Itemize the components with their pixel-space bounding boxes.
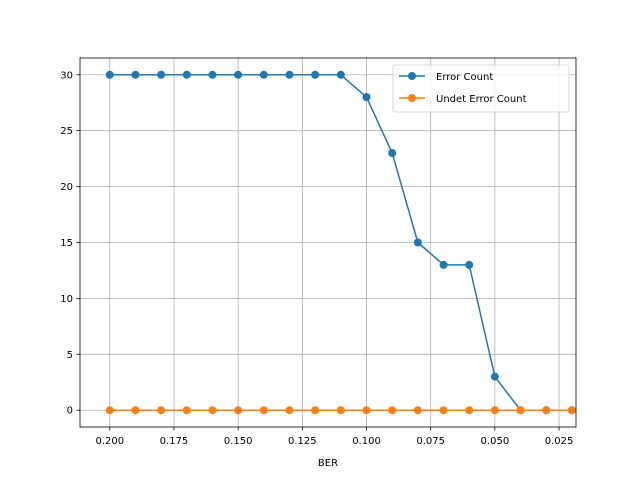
data-point	[208, 70, 217, 79]
data-point	[259, 70, 268, 79]
data-point	[182, 406, 191, 415]
legend-box	[392, 64, 570, 113]
data-point	[516, 406, 525, 415]
data-point	[208, 406, 217, 415]
data-point	[105, 70, 114, 79]
data-point	[490, 406, 499, 415]
data-point	[567, 406, 576, 415]
legend-swatch-marker	[408, 94, 416, 102]
data-point	[465, 260, 474, 269]
data-point	[413, 238, 422, 247]
y-tick-label: 0	[67, 406, 73, 417]
data-point	[131, 70, 140, 79]
grid	[80, 58, 576, 427]
legend-label: Undet Error Count	[436, 94, 527, 105]
data-point	[259, 406, 268, 415]
legend-label: Error Count	[436, 72, 493, 83]
x-tick-label: 0.100	[352, 436, 381, 447]
data-point	[388, 406, 397, 415]
data-point	[105, 406, 114, 415]
data-point	[311, 70, 320, 79]
y-axis-ticks: 0 5 10 15 20 25 30	[60, 70, 80, 417]
y-tick-label: 10	[60, 294, 73, 305]
y-tick-label: 30	[60, 70, 73, 81]
data-point	[465, 406, 474, 415]
data-point	[234, 406, 243, 415]
data-point	[182, 70, 191, 79]
data-point	[336, 70, 345, 79]
x-tick-label: 0.075	[416, 436, 445, 447]
data-point	[311, 406, 320, 415]
data-point	[157, 406, 166, 415]
legend-item: Undet Error Count	[399, 94, 527, 105]
y-tick-label: 20	[60, 182, 73, 193]
data-point	[439, 406, 448, 415]
data-point	[285, 406, 294, 415]
x-axis-label: BER	[318, 458, 338, 469]
data-point	[157, 70, 166, 79]
x-tick-label: 0.200	[95, 436, 124, 447]
data-point	[285, 70, 294, 79]
series-2	[105, 406, 576, 415]
data-point	[490, 372, 499, 381]
x-tick-label: 0.150	[224, 436, 253, 447]
legend-swatch-marker	[408, 72, 416, 80]
data-point	[336, 406, 345, 415]
data-point	[413, 406, 422, 415]
x-tick-label: 0.175	[160, 436, 189, 447]
data-point	[234, 70, 243, 79]
legend-item: Error Count	[399, 72, 493, 83]
y-tick-label: 5	[67, 350, 73, 361]
legend: Error Count Undet Error Count	[392, 64, 570, 113]
data-point	[439, 260, 448, 269]
data-point	[542, 406, 551, 415]
data-point	[131, 406, 140, 415]
x-axis-ticks: 0.200 0.175 0.150 0.125 0.100 0.075 0.050 0.025	[95, 427, 573, 447]
x-tick-label: 0.025	[545, 436, 574, 447]
data-point	[388, 149, 397, 158]
x-tick-label: 0.050	[481, 436, 510, 447]
x-tick-label: 0.125	[288, 436, 317, 447]
series-layer	[105, 70, 576, 415]
y-tick-label: 25	[60, 126, 73, 137]
data-point	[362, 406, 371, 415]
data-point	[362, 93, 371, 102]
y-tick-label: 15	[60, 238, 73, 249]
